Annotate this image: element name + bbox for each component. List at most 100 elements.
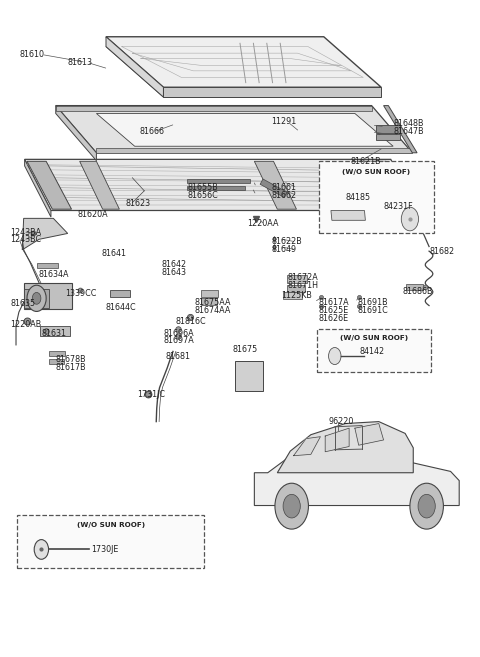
Text: (W/O SUN ROOF): (W/O SUN ROOF) <box>340 335 408 341</box>
Polygon shape <box>355 424 384 445</box>
Polygon shape <box>48 359 64 364</box>
Text: 81648B: 81648B <box>393 120 424 129</box>
Polygon shape <box>24 160 51 217</box>
Polygon shape <box>48 351 65 356</box>
Polygon shape <box>287 275 307 283</box>
Polygon shape <box>376 134 400 140</box>
Text: 81682: 81682 <box>429 246 454 256</box>
Text: 81613: 81613 <box>68 58 93 67</box>
Text: 81634A: 81634A <box>39 269 70 279</box>
Text: 1243BA: 1243BA <box>10 227 41 237</box>
Polygon shape <box>56 106 96 161</box>
FancyBboxPatch shape <box>317 328 432 373</box>
Text: 96220: 96220 <box>328 417 354 426</box>
Polygon shape <box>254 162 297 209</box>
Polygon shape <box>357 162 411 209</box>
Polygon shape <box>201 298 217 305</box>
FancyBboxPatch shape <box>319 162 434 233</box>
Text: 81661: 81661 <box>271 183 296 192</box>
Polygon shape <box>56 106 372 111</box>
Polygon shape <box>384 106 417 153</box>
Text: 81642: 81642 <box>161 260 186 269</box>
Text: 11291: 11291 <box>271 118 296 127</box>
Polygon shape <box>283 292 302 299</box>
Polygon shape <box>260 179 287 197</box>
Text: 81625E: 81625E <box>319 306 349 315</box>
Text: 84142: 84142 <box>360 347 385 356</box>
Polygon shape <box>40 326 70 336</box>
Circle shape <box>27 285 46 311</box>
Polygon shape <box>331 210 365 220</box>
Text: 1243BC: 1243BC <box>10 235 41 244</box>
Text: 1220AB: 1220AB <box>10 320 41 329</box>
Text: 81617B: 81617B <box>56 363 86 373</box>
Polygon shape <box>24 160 417 210</box>
Polygon shape <box>187 179 250 183</box>
Circle shape <box>275 484 309 529</box>
Polygon shape <box>201 290 218 297</box>
Text: 81691B: 81691B <box>357 298 388 307</box>
Text: 1220AA: 1220AA <box>247 219 279 228</box>
FancyBboxPatch shape <box>17 515 204 568</box>
Polygon shape <box>24 289 48 307</box>
Text: 81622B: 81622B <box>271 237 302 246</box>
Polygon shape <box>106 37 163 97</box>
Text: 84185: 84185 <box>345 193 371 202</box>
Text: 81623: 81623 <box>125 200 150 208</box>
Polygon shape <box>325 428 349 452</box>
Text: 81610: 81610 <box>20 50 45 59</box>
Polygon shape <box>27 162 72 209</box>
Circle shape <box>401 207 419 231</box>
Circle shape <box>328 348 341 365</box>
Polygon shape <box>163 87 381 97</box>
Text: 81675AA: 81675AA <box>194 298 231 307</box>
Text: 81655B: 81655B <box>187 183 218 192</box>
Text: 81617A: 81617A <box>319 298 349 307</box>
Text: 81675: 81675 <box>233 345 258 354</box>
Polygon shape <box>56 106 412 153</box>
Polygon shape <box>106 37 381 87</box>
Polygon shape <box>106 47 381 97</box>
Polygon shape <box>406 284 423 290</box>
Text: 81672A: 81672A <box>288 273 319 282</box>
Text: 81620A: 81620A <box>77 210 108 219</box>
Polygon shape <box>110 290 130 297</box>
Text: 81643: 81643 <box>161 268 186 277</box>
Polygon shape <box>22 218 68 250</box>
Polygon shape <box>96 148 412 153</box>
Text: 81671H: 81671H <box>288 281 319 290</box>
Circle shape <box>418 494 435 518</box>
Polygon shape <box>24 283 72 309</box>
Polygon shape <box>277 422 413 473</box>
Text: 81686B: 81686B <box>403 286 433 296</box>
Polygon shape <box>36 263 58 267</box>
Text: 81662: 81662 <box>271 191 296 200</box>
Text: 81696A: 81696A <box>163 328 194 338</box>
Text: 81816C: 81816C <box>175 317 206 327</box>
Circle shape <box>283 494 300 518</box>
Text: 1731JC: 1731JC <box>137 390 165 399</box>
Text: 81649: 81649 <box>271 245 296 254</box>
Circle shape <box>34 539 48 559</box>
Polygon shape <box>187 185 245 189</box>
Text: 81641: 81641 <box>101 249 126 258</box>
Polygon shape <box>294 437 321 456</box>
Text: 81697A: 81697A <box>163 336 194 346</box>
Polygon shape <box>80 162 120 209</box>
Text: (W/O SUN ROOF): (W/O SUN ROOF) <box>77 522 145 528</box>
Text: 81644C: 81644C <box>106 303 137 312</box>
Text: 81666: 81666 <box>140 127 165 136</box>
Circle shape <box>410 484 444 529</box>
Text: 81691C: 81691C <box>357 306 388 315</box>
Polygon shape <box>235 361 263 391</box>
Text: 81656C: 81656C <box>187 191 218 200</box>
Polygon shape <box>96 114 393 147</box>
Text: 81681: 81681 <box>166 351 191 361</box>
Text: 1730JE: 1730JE <box>92 545 119 554</box>
Polygon shape <box>254 439 459 505</box>
Text: 81635: 81635 <box>10 299 36 308</box>
Text: 81621B: 81621B <box>350 158 381 166</box>
Text: 1339CC: 1339CC <box>65 289 96 298</box>
Text: 81647B: 81647B <box>393 127 424 136</box>
Text: 1125KB: 1125KB <box>281 290 312 300</box>
